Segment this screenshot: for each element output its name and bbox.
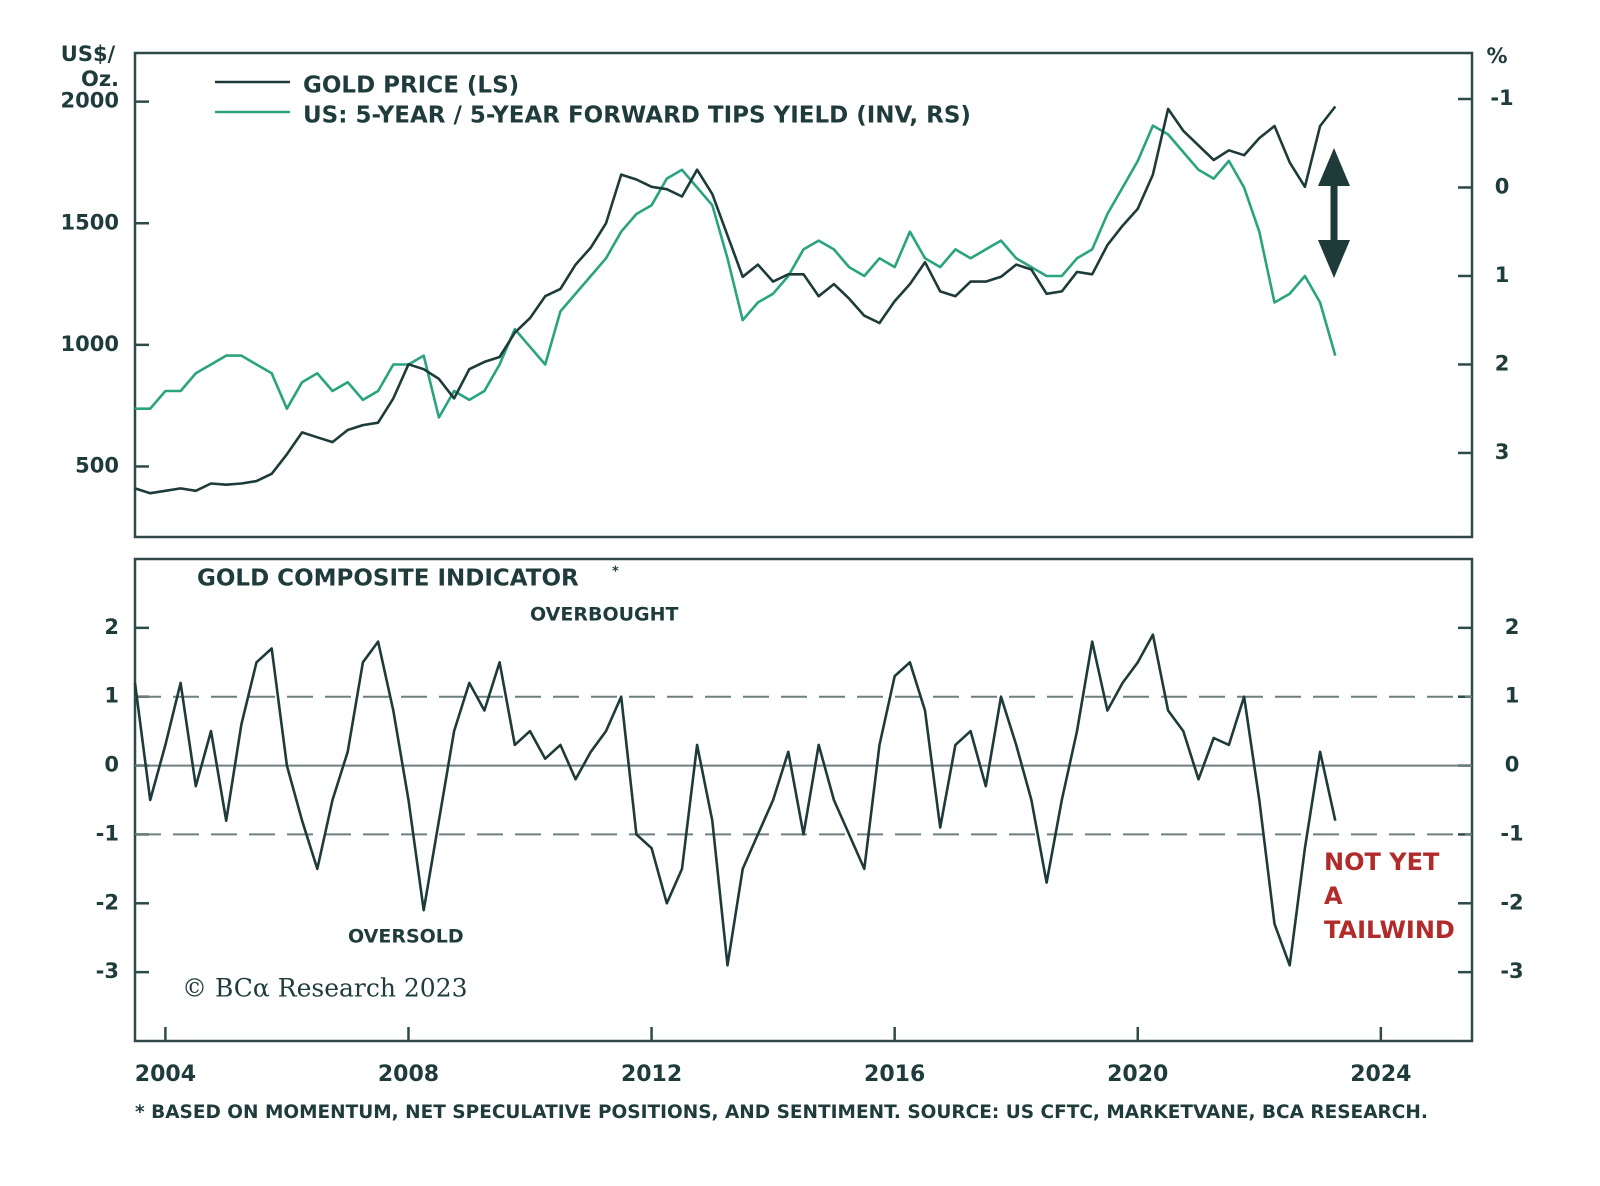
y-tick-label: 1000: [61, 332, 119, 356]
x-tick-label: 2008: [378, 1062, 439, 1087]
annotation: TAILWIND: [1324, 916, 1455, 944]
x-tick-label: 2012: [621, 1062, 682, 1087]
legend-label: US: 5-YEAR / 5-YEAR FORWARD TIPS YIELD (…: [303, 103, 971, 129]
double-arrow: [1318, 148, 1350, 278]
y-tick-label: 2000: [61, 89, 119, 113]
y-tick-label: 2: [104, 615, 119, 639]
x-tick-label: 2016: [864, 1062, 925, 1087]
y-tick-label: 2: [1505, 615, 1520, 639]
y2-tick-label: -1: [1490, 86, 1513, 110]
y2-tick-label: 1: [1495, 263, 1510, 287]
y-tick-label: 0: [1505, 753, 1520, 777]
y-tick-label: -3: [96, 959, 119, 983]
y-tick-label: 1: [1505, 684, 1520, 708]
panel-title: GOLD COMPOSITE INDICATOR: [197, 566, 579, 592]
y-tick-label: 1: [104, 684, 119, 708]
data-line: [133, 633, 1337, 967]
data-line: [135, 124, 1337, 419]
y-tick-label: -2: [1500, 890, 1523, 914]
y2-tick-label: 0: [1495, 174, 1510, 198]
y-tick-label: -1: [1500, 821, 1523, 845]
annotation: A: [1324, 882, 1343, 910]
annotation: OVERBOUGHT: [530, 604, 679, 626]
copyright: © BCα Research 2023: [182, 974, 468, 1003]
y-label-line: US$/: [61, 42, 116, 66]
footnote: * BASED ON MOMENTUM, NET SPECULATIVE POS…: [135, 1102, 1428, 1123]
x-tick-label: 2024: [1350, 1062, 1411, 1087]
data-line: [134, 105, 1337, 495]
y-tick-label: -2: [96, 890, 119, 914]
legend-label: GOLD PRICE (LS): [303, 73, 519, 99]
top-frame: [133, 51, 1474, 539]
annotation: NOT YET: [1324, 848, 1440, 876]
y-tick-label: 1500: [61, 210, 119, 234]
y-tick-label: -1: [96, 821, 119, 845]
title-note: *: [612, 565, 619, 580]
x-tick-label: 2020: [1107, 1062, 1168, 1087]
y2-tick-label: 3: [1495, 440, 1510, 464]
x-tick-label: 2004: [135, 1062, 196, 1087]
y-tick-label: -3: [1500, 959, 1523, 983]
y-tick-label: 0: [104, 753, 119, 777]
bottom-frame: [133, 557, 1474, 1043]
annotation: OVERSOLD: [348, 926, 464, 948]
y-tick-label: 500: [75, 453, 119, 477]
y2-tick-label: 2: [1495, 351, 1510, 375]
y-label-line: Oz.: [81, 67, 119, 91]
y2-label: %: [1486, 44, 1507, 68]
